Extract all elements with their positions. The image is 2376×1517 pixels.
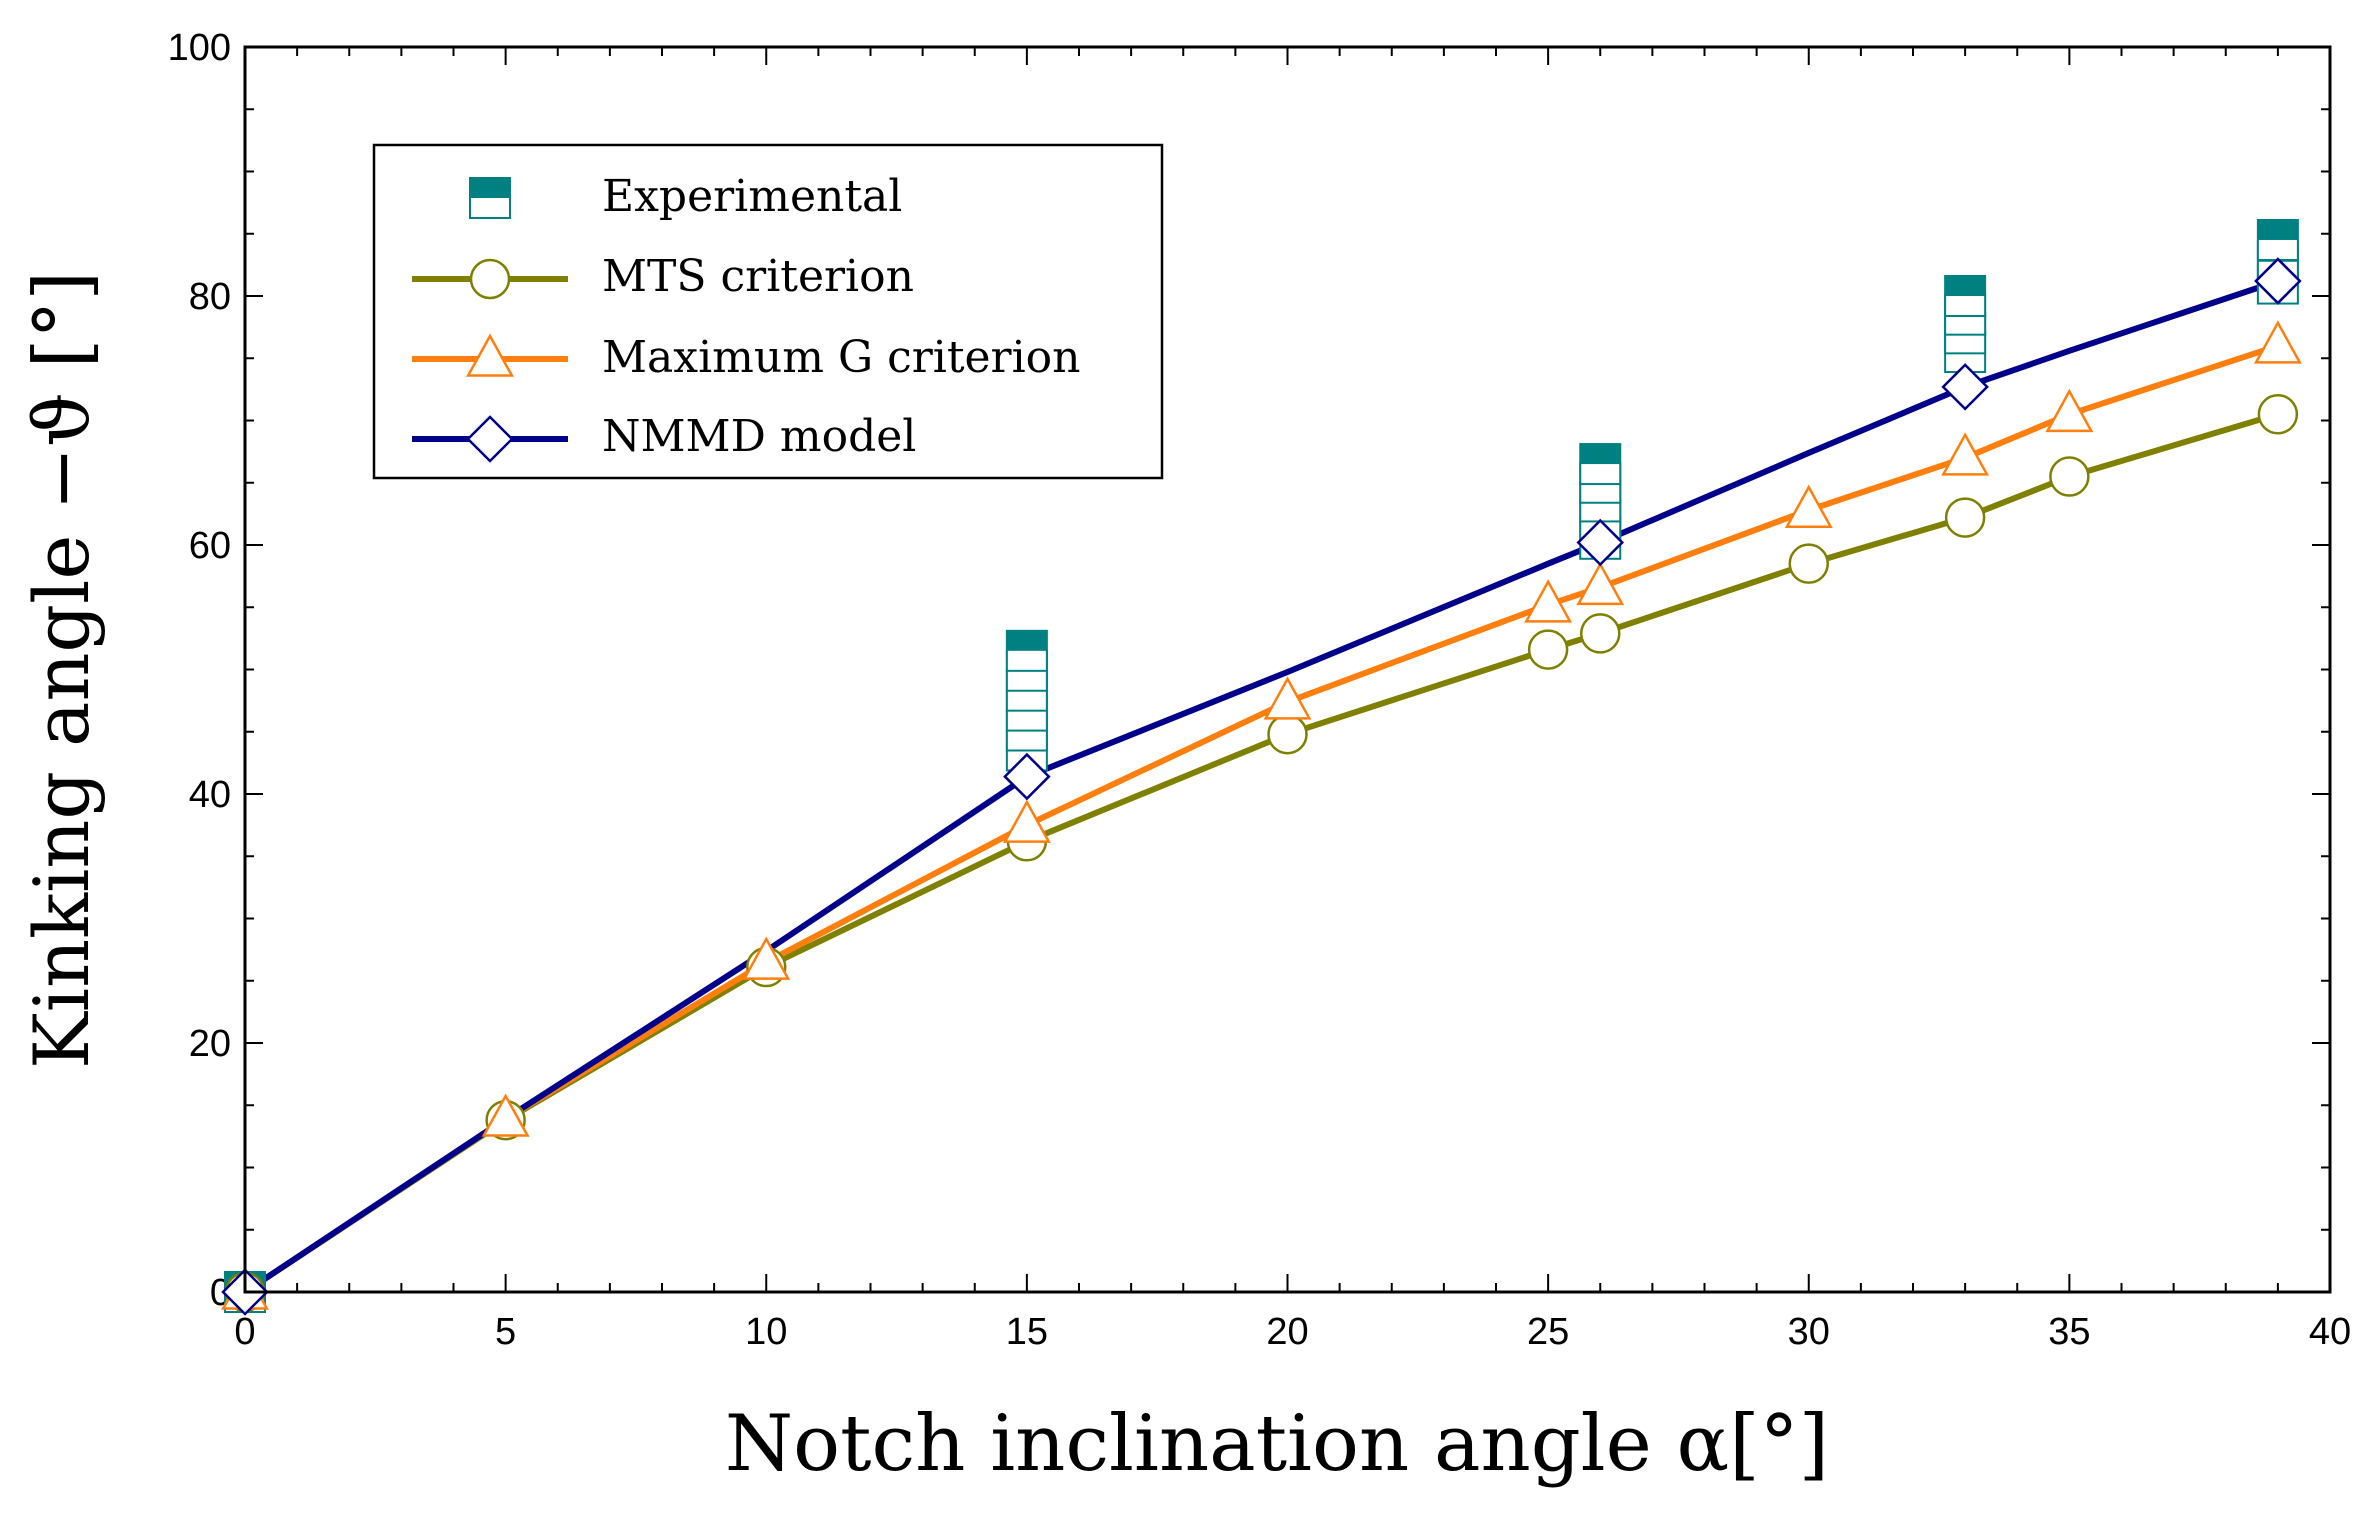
circle-marker xyxy=(2257,394,2299,435)
triangle-marker xyxy=(1784,484,1833,528)
series-line-1 xyxy=(243,342,2279,1295)
triangle-marker xyxy=(1576,561,1625,606)
triangle-marker xyxy=(2045,388,2094,433)
x-tick-label: 35 xyxy=(2048,1311,2090,1353)
legend: Experimental MTS criterion Maximum G cri… xyxy=(372,143,1164,480)
circle-marker xyxy=(1580,613,1621,654)
legend-experimental-marker xyxy=(469,177,511,219)
experimental-marker-fill xyxy=(1945,276,1986,296)
triangle-marker xyxy=(1941,432,1990,476)
triangle-marker xyxy=(2253,320,2302,364)
circle-marker xyxy=(1267,713,1308,755)
experimental-marker-fill xyxy=(1580,444,1621,465)
circle-marker xyxy=(1788,543,1829,584)
x-axis-title: Notch inclination angle α[°] xyxy=(725,1399,1829,1489)
diamond-marker xyxy=(1576,518,1625,567)
legend-marks xyxy=(412,177,568,463)
legend-label-experimental: Experimental xyxy=(602,171,902,222)
y-tick-label: 40 xyxy=(189,774,231,816)
series-line-2 xyxy=(243,278,2279,1295)
x-tick-label: 20 xyxy=(1266,1311,1308,1353)
y-tick-label: 60 xyxy=(189,525,231,567)
diamond-marker xyxy=(2254,257,2302,305)
experimental-marker xyxy=(1579,443,1622,486)
experimental-marker xyxy=(1005,629,1048,672)
experimental-marker-fill xyxy=(2257,219,2298,240)
legend-circle-marker xyxy=(469,258,511,300)
legend-diamond-marker xyxy=(466,415,514,463)
x-tick-label: 30 xyxy=(1788,1311,1830,1353)
x-tick-label: 40 xyxy=(2309,1311,2351,1353)
circle-marker xyxy=(1527,629,1569,670)
x-tick-label: 5 xyxy=(495,1311,516,1353)
triangle-marker xyxy=(1263,676,1312,720)
x-tick-label: 15 xyxy=(1006,1311,1048,1353)
experimental-marker xyxy=(2256,218,2299,261)
legend-label-max-g: Maximum G criterion xyxy=(602,332,1080,383)
triangle-marker xyxy=(481,1093,530,1137)
y-tick-label: 80 xyxy=(189,276,231,318)
legend-label-nmmd: NMMD model xyxy=(602,411,916,462)
experimental-marker-fill xyxy=(1006,630,1047,651)
triangle-marker xyxy=(1002,799,1051,843)
x-tick-label: 10 xyxy=(745,1311,787,1353)
experimental-marker xyxy=(1944,275,1987,317)
plot-frame xyxy=(243,45,2332,1294)
diamond-marker xyxy=(1003,752,1051,801)
x-tick-label: 25 xyxy=(1527,1311,1569,1353)
triangle-marker xyxy=(1524,579,1573,623)
y-tick-label: 100 xyxy=(168,27,231,69)
series-line-0 xyxy=(243,411,2279,1295)
diamond-marker xyxy=(1941,363,1989,411)
circle-marker xyxy=(2049,456,2090,497)
legend-label-mts: MTS criterion xyxy=(602,251,914,302)
y-axis-title: Kinking angle −ϑ [°] xyxy=(17,271,106,1069)
legend-triangle-marker xyxy=(466,333,514,377)
triangle-marker xyxy=(742,936,791,980)
circle-marker xyxy=(1944,497,1986,538)
x-tick-label: 0 xyxy=(234,1311,255,1353)
legend-experimental-marker-fill xyxy=(470,178,510,198)
y-tick-label: 20 xyxy=(189,1023,231,1065)
